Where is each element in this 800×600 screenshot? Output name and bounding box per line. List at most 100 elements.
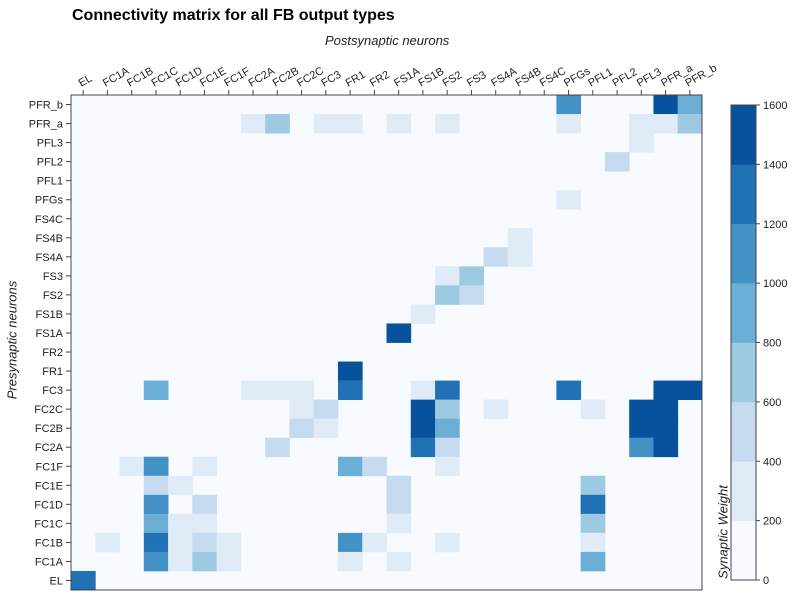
y-tick-label: FC1F xyxy=(36,461,64,473)
heatmap-cell xyxy=(580,494,606,515)
colorbar-tick-label: 800 xyxy=(763,338,781,350)
heatmap-cell xyxy=(629,418,654,439)
heatmap-cell xyxy=(216,532,242,553)
heatmap-cell xyxy=(410,380,436,401)
colorbar-segment xyxy=(731,223,756,284)
y-tick-label: FC2C xyxy=(34,404,63,416)
y-tick-label: FS1A xyxy=(35,328,63,340)
x-tick-label: FR1 xyxy=(344,69,368,90)
y-tick-label: FR2 xyxy=(42,347,63,359)
y-tick-label: PFL3 xyxy=(37,138,63,150)
heatmap-cell xyxy=(580,399,606,420)
heatmap-cell xyxy=(337,532,363,553)
y-tick-label: PFL1 xyxy=(37,176,63,188)
heatmap-cell xyxy=(143,380,169,401)
y-tick-label: FS4A xyxy=(35,252,63,264)
heatmap-cell xyxy=(677,114,703,134)
heatmap-cell xyxy=(192,532,218,553)
heatmap-cell xyxy=(653,380,679,401)
heatmap-cell xyxy=(435,114,460,134)
heatmap-cell xyxy=(168,513,193,534)
colorbar-tick-label: 1600 xyxy=(763,100,787,112)
heatmap-cell xyxy=(240,380,266,401)
heatmap-cell xyxy=(119,456,145,477)
heatmap-cell xyxy=(265,114,290,134)
heatmap-cell xyxy=(386,475,412,496)
heatmap-cell xyxy=(216,551,242,572)
y-tick-label: PFL2 xyxy=(37,157,63,169)
heatmap-cell xyxy=(168,532,193,553)
heatmap-cell xyxy=(71,570,96,591)
heatmap-cell xyxy=(556,95,582,115)
heatmap-cell xyxy=(240,114,266,134)
heatmap-cell xyxy=(313,418,339,439)
heatmap-cell xyxy=(192,551,218,572)
heatmap-cell xyxy=(580,532,606,553)
heatmap-cell xyxy=(192,513,218,534)
y-tick-label: FS4B xyxy=(35,233,63,245)
heatmap-cell xyxy=(629,437,654,458)
heatmap-cell xyxy=(265,380,290,401)
heatmap-cell xyxy=(143,456,169,477)
heatmap-cell xyxy=(143,513,169,534)
heatmap-cell xyxy=(143,494,169,515)
y-tick-label: FS1B xyxy=(35,309,63,321)
heatmap-cell xyxy=(507,247,533,267)
heatmap-cell xyxy=(289,399,315,420)
heatmap-cell xyxy=(386,323,412,343)
heatmap-cell xyxy=(386,551,412,572)
x-tick-label: FR2 xyxy=(368,69,392,90)
colorbar-segment xyxy=(731,342,756,403)
heatmap-cell xyxy=(556,114,582,134)
x-tick-label: EL xyxy=(77,72,95,89)
heatmap-cell xyxy=(507,228,533,248)
heatmap-cell xyxy=(337,380,363,401)
y-tick-label: PFGs xyxy=(35,195,64,207)
x-tick-label: PFL3 xyxy=(635,66,664,90)
y-tick-label: PFR_a xyxy=(29,119,64,131)
heatmap-cell xyxy=(337,114,363,134)
y-tick-label: FC2B xyxy=(35,423,63,435)
heatmap-cell xyxy=(604,152,630,172)
heatmap-cell xyxy=(265,437,290,458)
heatmap-cell xyxy=(653,418,679,439)
heatmap-cell xyxy=(580,475,606,496)
heatmap-cell xyxy=(289,380,315,401)
y-tick-label: FR1 xyxy=(42,366,63,378)
heatmap-cell xyxy=(192,456,218,477)
heatmap-cell xyxy=(629,114,654,134)
colorbar-tick-label: 600 xyxy=(763,397,781,409)
colorbar-segment xyxy=(731,105,756,165)
heatmap-cell xyxy=(556,380,582,401)
y-tick-label: EL xyxy=(50,575,63,587)
x-tick-label: PFL2 xyxy=(611,66,640,90)
heatmap-cell xyxy=(410,399,436,420)
heatmap-cell xyxy=(435,418,460,439)
y-tick-label: FS3 xyxy=(43,271,63,283)
heatmap-cell xyxy=(653,114,679,134)
heatmap-cell xyxy=(362,532,387,553)
heatmap-cell xyxy=(313,114,339,134)
heatmap-cell xyxy=(459,266,484,286)
colorbar-segment xyxy=(731,164,756,225)
heatmap-cell xyxy=(192,494,218,515)
heatmap-cell xyxy=(386,513,412,534)
colorbar-tick-label: 400 xyxy=(763,456,781,468)
heatmap-cell xyxy=(556,190,582,210)
colorbar-tick-label: 1400 xyxy=(763,159,787,171)
heatmap-cell xyxy=(168,551,193,572)
y-tick-label: FC1B xyxy=(35,537,63,549)
y-tick-label: FC2A xyxy=(35,442,64,454)
heatmap-cell xyxy=(410,304,436,324)
heatmap-cell xyxy=(362,456,387,477)
heatmap-cell xyxy=(143,551,169,572)
plot-frame xyxy=(70,94,703,591)
heatmap-cell xyxy=(410,437,436,458)
heatmap-cell xyxy=(410,418,436,439)
heatmap-cell xyxy=(653,437,679,458)
x-tick-label: FS3 xyxy=(465,69,488,89)
heatmap-cell xyxy=(483,399,509,420)
y-tick-label: FC1E xyxy=(35,480,63,492)
colorbar-tick-label: 1000 xyxy=(763,278,787,290)
